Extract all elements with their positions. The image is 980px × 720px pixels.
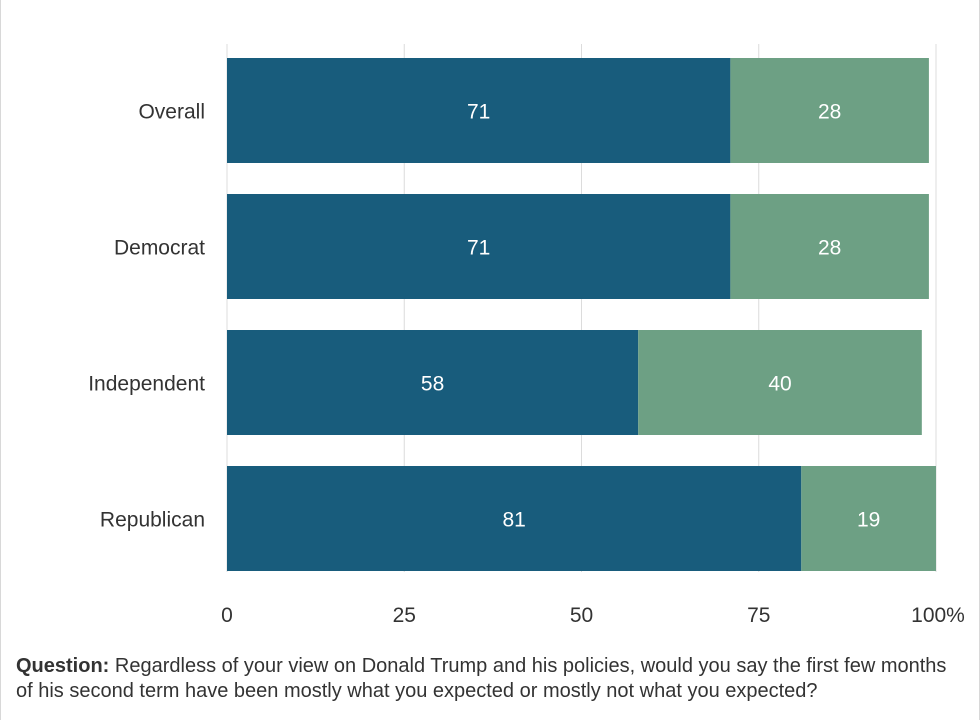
bar-independent-seg1: [227, 330, 639, 435]
bar-value-label: 71: [467, 237, 490, 260]
x-tick-label: 25: [393, 604, 416, 627]
bar-republican-seg2: [801, 466, 936, 571]
x-tick-label: 0: [221, 604, 233, 627]
bar-value-label: 28: [818, 237, 841, 260]
question-note: Question: Regardless of your view on Don…: [16, 654, 966, 704]
category-label-democrat: Democrat: [114, 237, 205, 260]
bar-democrat-seg2: [730, 194, 929, 299]
stacked-bar-chart: 71 28 Overall 71 28 Democrat 58 40 Independent 81…: [88, 44, 965, 627]
bar-value-label: 81: [502, 509, 525, 532]
bar-overall-seg1: [227, 58, 731, 163]
bar-value-label: 28: [818, 101, 841, 124]
bar-value-label: 40: [768, 373, 791, 396]
bar-value-label: 71: [467, 101, 490, 124]
x-tick-label: 100%: [911, 604, 965, 627]
bar-overall-seg2: [730, 58, 929, 163]
bar-independent-seg2: [638, 330, 922, 435]
bar-value-label: 19: [857, 509, 880, 532]
bar-value-label: 58: [421, 373, 444, 396]
bar-democrat-seg1: [227, 194, 731, 299]
question-text: Regardless of your view on Donald Trump …: [16, 655, 947, 702]
question-lead: Question:: [16, 655, 110, 677]
x-tick-label: 75: [747, 604, 770, 627]
category-label-republican: Republican: [100, 509, 205, 532]
category-label-independent: Independent: [88, 373, 205, 396]
category-label-overall: Overall: [138, 101, 205, 124]
bar-republican-seg1: [227, 466, 802, 571]
x-tick-label: 50: [570, 604, 593, 627]
